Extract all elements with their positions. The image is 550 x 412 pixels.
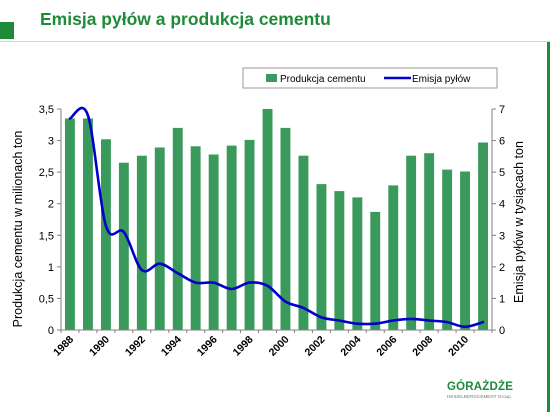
bar (298, 155, 309, 330)
bar (262, 109, 273, 330)
y2-tick-label: 6 (499, 136, 505, 148)
y-tick-label: 2,5 (39, 167, 54, 179)
x-tick-label: 2010 (446, 334, 471, 359)
bar (172, 127, 183, 331)
title-divider (0, 41, 550, 42)
bar (442, 169, 453, 330)
right-axis-title: Emisja pyłów w tysiącach ton (512, 141, 526, 303)
bar (83, 118, 93, 330)
logo-subtitle: HEIDELBERGCEMENT Group (447, 394, 511, 399)
legend-box (242, 67, 498, 89)
bar (478, 142, 488, 330)
bar-series (65, 109, 488, 331)
bar (208, 154, 219, 330)
bar (118, 162, 129, 330)
x-tick-label: 2006 (374, 334, 399, 359)
bar (136, 155, 147, 330)
bar (334, 191, 345, 330)
bar (460, 171, 470, 330)
x-tick-label: 2008 (410, 334, 435, 359)
bar (352, 197, 363, 330)
x-tick-label: 1998 (231, 334, 256, 359)
bar (280, 127, 291, 331)
slide-title: Emisja pyłów a produkcja cementu (40, 9, 331, 29)
x-axis-ticks: 1988 1990 1992 1994 1996 1998 2000 2002 2004 2006… (51, 330, 493, 359)
bar (388, 185, 399, 330)
y2-tick-label: 1 (499, 293, 505, 305)
bar (370, 211, 381, 330)
x-tick-label: 2004 (338, 334, 363, 359)
x-tick-label: 1992 (123, 334, 148, 359)
company-logo: GÓRAŻDŻE HEIDELBERGCEMENT Group (447, 381, 539, 400)
logo-name: GÓRAŻDŻE (447, 381, 514, 393)
y2-tick-label: 0 (499, 325, 505, 337)
legend-bar-label: Produkcja cementu (280, 74, 366, 85)
bar (424, 153, 435, 330)
legend-line-label: Emisja pyłów (412, 74, 471, 85)
left-axis-ticks: 0 0,5 1 1,5 2 2,5 3 3,5 (39, 104, 61, 337)
bar (65, 118, 75, 330)
emission-series-line (68, 106, 485, 329)
x-tick-label: 1994 (159, 334, 184, 359)
y2-tick-label: 2 (499, 262, 505, 274)
bar (406, 155, 417, 330)
bar (190, 146, 201, 330)
accent-block (0, 22, 14, 39)
y-tick-label: 3,5 (39, 104, 54, 116)
y-tick-label: 2 (48, 199, 54, 211)
legend-bar-swatch (266, 74, 277, 82)
x-tick-label: 2002 (303, 334, 328, 359)
x-tick-label: 1990 (87, 334, 112, 359)
y2-tick-label: 5 (499, 167, 505, 179)
y2-tick-label: 7 (499, 104, 505, 116)
bar (244, 139, 255, 330)
y-tick-label: 0 (48, 325, 54, 337)
bar (316, 184, 327, 330)
bar (101, 139, 111, 330)
left-axis-title: Produkcja cementu w milionach ton (11, 131, 25, 328)
legend: Produkcja cementu Emisja pyłów (242, 67, 498, 89)
x-tick-label: 1988 (51, 334, 76, 359)
y-tick-label: 0,5 (39, 293, 54, 305)
bar (154, 147, 165, 330)
right-axis-ticks: 0 1 2 3 4 5 6 7 (492, 104, 505, 337)
right-edge-bar (547, 42, 550, 412)
y-tick-label: 1 (48, 262, 54, 274)
bar (226, 145, 237, 330)
y-tick-label: 3 (48, 136, 54, 148)
y-tick-label: 1,5 (39, 230, 54, 242)
x-tick-label: 1996 (195, 334, 220, 359)
x-tick-label: 2000 (267, 334, 292, 359)
y2-tick-label: 3 (499, 230, 505, 242)
y2-tick-label: 4 (499, 199, 505, 211)
